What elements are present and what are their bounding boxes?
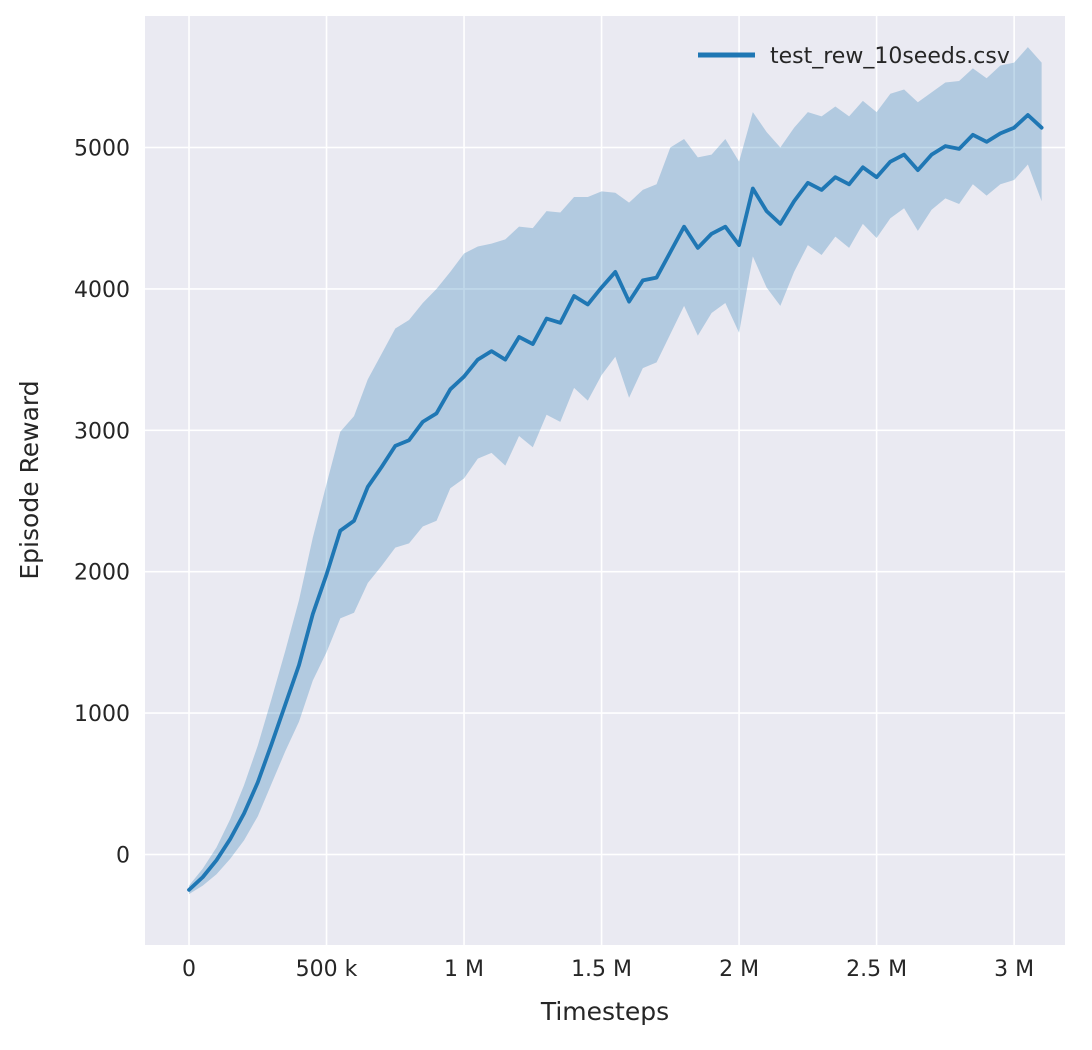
series-layer: [187, 47, 1044, 895]
legend: test_rew_10seeds.csv: [698, 44, 1010, 69]
x-axis-label: Timesteps: [540, 997, 669, 1026]
y-tick-label: 0: [116, 844, 130, 869]
x-tick-label: 3 M: [994, 957, 1034, 982]
x-tick-label: 2.5 M: [846, 957, 907, 982]
y-axis-label: Episode Reward: [15, 380, 44, 579]
legend-label: test_rew_10seeds.csv: [770, 44, 1010, 69]
x-tick-label: 500 k: [296, 957, 358, 982]
y-tick-label: 2000: [74, 561, 130, 586]
series-line: [187, 113, 1044, 892]
x-tick-label: 2 M: [719, 957, 759, 982]
plot-area: [145, 16, 1065, 945]
gridlines: [145, 16, 1065, 945]
y-tick-label: 3000: [74, 419, 130, 444]
y-tick-label: 4000: [74, 278, 130, 303]
x-tick-label: 0: [182, 957, 196, 982]
y-tick-label: 5000: [74, 137, 130, 162]
confidence-band: [189, 47, 1042, 895]
tick-labels: 0 500 k 1 M 1.5 M 2 M 2.5 M 3 M 0 1000 2000 3000 40…: [74, 137, 1034, 982]
y-tick-label: 1000: [74, 702, 130, 727]
x-tick-label: 1 M: [444, 957, 484, 982]
x-tick-label: 1.5 M: [571, 957, 632, 982]
